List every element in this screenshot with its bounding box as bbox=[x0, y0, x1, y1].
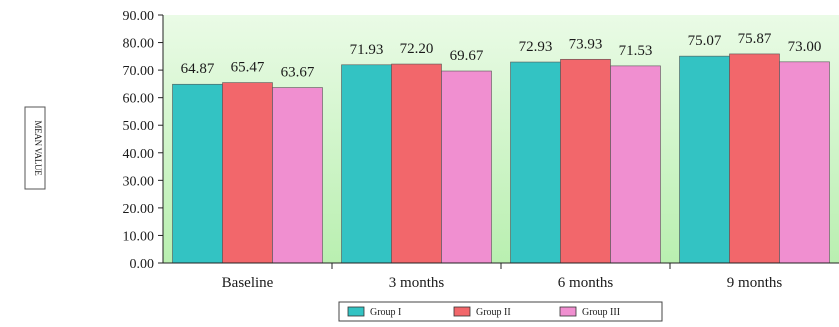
data-label: 71.53 bbox=[619, 43, 653, 59]
bar-group-iii-3 bbox=[779, 61, 830, 264]
data-label: 75.87 bbox=[738, 31, 772, 47]
data-label: 71.93 bbox=[350, 42, 384, 58]
y-tick-label: 90.00 bbox=[123, 9, 155, 24]
legend-swatch-group-iii bbox=[559, 306, 577, 317]
y-axis-title-frame bbox=[24, 106, 46, 190]
data-label: 73.00 bbox=[788, 39, 822, 55]
data-label: 64.87 bbox=[181, 61, 215, 77]
bar-group-iii-2 bbox=[610, 65, 661, 264]
bar-group-iii-0 bbox=[272, 87, 323, 264]
data-label: 63.67 bbox=[281, 65, 315, 81]
bar-group-ii-3 bbox=[729, 53, 780, 264]
y-tick-label: 50.00 bbox=[123, 119, 155, 134]
data-label: 75.07 bbox=[688, 33, 722, 49]
x-category-label: Baseline bbox=[222, 275, 274, 291]
data-label: 73.93 bbox=[569, 36, 603, 52]
bar-group-i-0 bbox=[172, 83, 223, 264]
data-label: 69.67 bbox=[450, 48, 484, 64]
y-axis-title: MEAN VALUE bbox=[33, 121, 43, 177]
bar-group-ii-0 bbox=[222, 82, 273, 264]
y-tick-label: 0.00 bbox=[130, 257, 155, 272]
legend-frame bbox=[338, 301, 663, 322]
data-label: 72.93 bbox=[519, 39, 553, 55]
y-tick-label: 10.00 bbox=[123, 229, 155, 244]
x-axis: Baseline 3 months 6 months 9 months bbox=[163, 262, 839, 291]
legend-label: Group II bbox=[476, 307, 511, 318]
legend-swatch-group-ii bbox=[453, 306, 471, 317]
bars-group bbox=[172, 53, 830, 264]
bar-group-i-2 bbox=[510, 61, 561, 264]
y-tick-label: 30.00 bbox=[123, 174, 155, 189]
bar-group-i-1 bbox=[341, 64, 392, 264]
data-label: 65.47 bbox=[231, 60, 265, 76]
y-axis-title-box: MEAN VALUE bbox=[24, 106, 46, 190]
bar-group-iii-1 bbox=[441, 70, 492, 264]
legend: Group I Group II Group III bbox=[338, 301, 663, 322]
legend-label: Group I bbox=[370, 307, 401, 318]
y-tick-label: 70.00 bbox=[123, 64, 155, 79]
y-tick-label: 60.00 bbox=[123, 92, 155, 107]
x-category-label: 3 months bbox=[389, 275, 445, 291]
x-category-label: 9 months bbox=[727, 275, 783, 291]
y-tick-label: 80.00 bbox=[123, 37, 155, 52]
y-axis: 0.00 10.00 20.00 30.00 40.00 50.00 60.00 70.00 8… bbox=[123, 9, 164, 272]
data-labels-group: 64.87 65.47 63.67 71.93 72.20 69.67 72.93 73.93… bbox=[181, 31, 822, 81]
y-tick-label: 20.00 bbox=[123, 202, 155, 217]
legend-swatch-group-i bbox=[347, 306, 365, 317]
bar-group-ii-1 bbox=[391, 63, 442, 264]
bar-group-i-3 bbox=[679, 55, 730, 264]
bar-group-ii-2 bbox=[560, 58, 611, 264]
x-category-label: 6 months bbox=[558, 275, 614, 291]
data-label: 72.20 bbox=[400, 41, 434, 57]
legend-label: Group III bbox=[582, 307, 620, 318]
y-tick-label: 40.00 bbox=[123, 147, 155, 162]
